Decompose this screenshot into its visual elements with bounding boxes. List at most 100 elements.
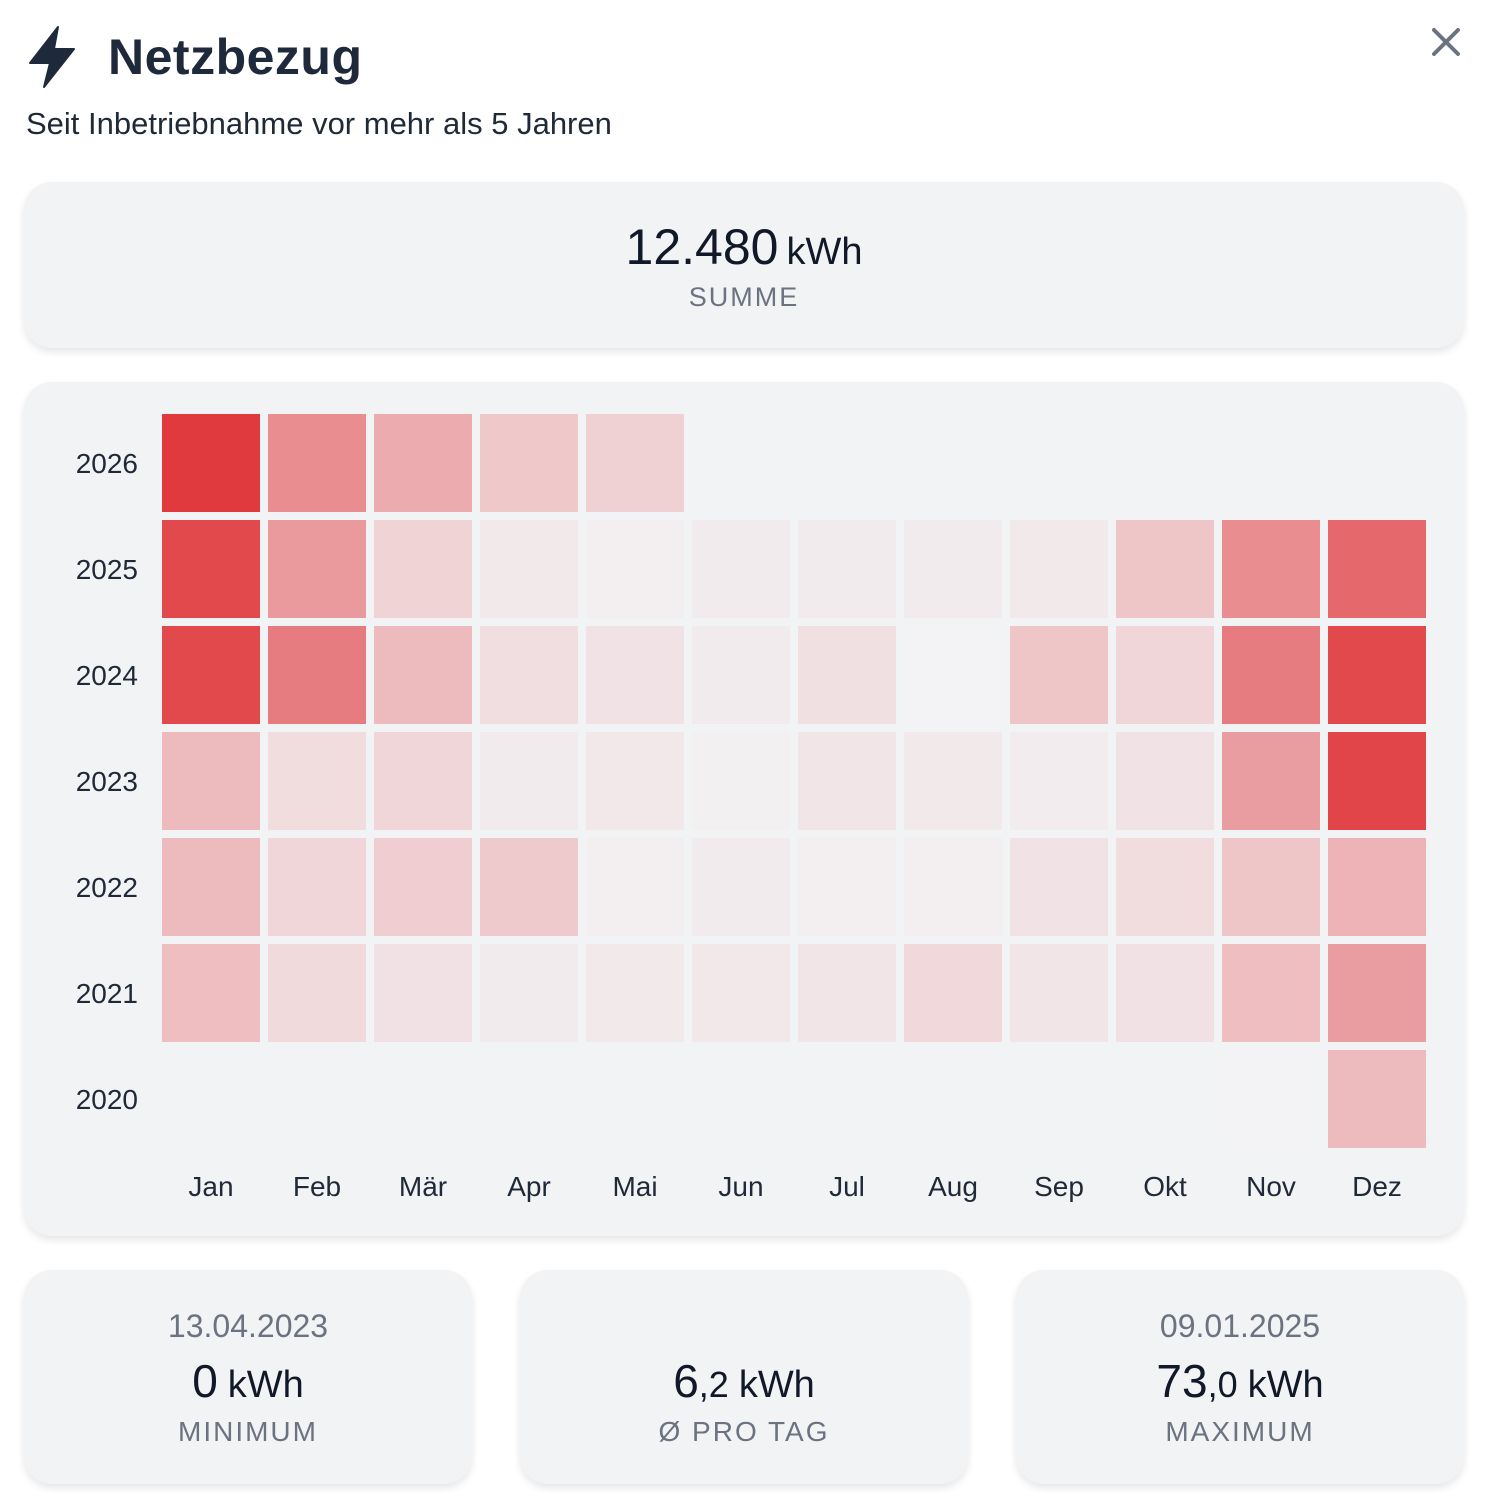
summary-card: 12.480 kWh SUMME bbox=[24, 182, 1464, 348]
page-title: Netzbezug bbox=[108, 29, 363, 85]
heatmap-cell[interactable] bbox=[904, 838, 1002, 936]
x-tick-label: Mär bbox=[399, 1171, 447, 1202]
maximum-dec: ,0 bbox=[1207, 1364, 1238, 1405]
heatmap-cell[interactable] bbox=[692, 838, 790, 936]
heatmap-cell[interactable] bbox=[268, 626, 366, 724]
heatmap-cell[interactable] bbox=[1010, 944, 1108, 1042]
heatmap-cell[interactable] bbox=[586, 732, 684, 830]
heatmap-cell[interactable] bbox=[586, 414, 684, 512]
summary-value: 12.480 kWh bbox=[24, 218, 1464, 276]
page-subtitle: Seit Inbetriebnahme vor mehr als 5 Jahre… bbox=[26, 106, 612, 141]
average-value: 6,2 kWh bbox=[520, 1354, 968, 1408]
heatmap-cell[interactable] bbox=[1222, 732, 1320, 830]
heatmap-cell[interactable] bbox=[692, 520, 790, 618]
maximum-int: 73 bbox=[1156, 1355, 1208, 1407]
heatmap-cell[interactable] bbox=[904, 732, 1002, 830]
heatmap-cell[interactable] bbox=[1328, 1050, 1426, 1148]
heatmap-cell[interactable] bbox=[1328, 944, 1426, 1042]
heatmap-cell[interactable] bbox=[1222, 626, 1320, 724]
heatmap-cell[interactable] bbox=[480, 944, 578, 1042]
heatmap-cell[interactable] bbox=[1116, 838, 1214, 936]
heatmap-cell[interactable] bbox=[1222, 944, 1320, 1042]
heatmap-cell[interactable] bbox=[268, 944, 366, 1042]
heatmap-cell[interactable] bbox=[1222, 838, 1320, 936]
heatmap-cell[interactable] bbox=[268, 732, 366, 830]
heatmap-cell[interactable] bbox=[904, 944, 1002, 1042]
summary-label: SUMME bbox=[688, 282, 800, 312]
x-tick-label: Sep bbox=[1034, 1171, 1084, 1202]
heatmap-cell[interactable] bbox=[268, 414, 366, 512]
heatmap-cell[interactable] bbox=[374, 944, 472, 1042]
header: Netzbezug bbox=[24, 22, 363, 92]
heatmap-cell[interactable] bbox=[162, 414, 260, 512]
heatmap-cell[interactable] bbox=[692, 626, 790, 724]
x-tick-label: Apr bbox=[507, 1171, 551, 1202]
heatmap-cell[interactable] bbox=[1116, 520, 1214, 618]
x-tick-label: Jan bbox=[188, 1171, 233, 1202]
x-tick-label: Feb bbox=[293, 1171, 341, 1202]
heatmap-cell[interactable] bbox=[1010, 520, 1108, 618]
heatmap-cell[interactable] bbox=[1222, 520, 1320, 618]
heatmap-cell[interactable] bbox=[1116, 732, 1214, 830]
heatmap-cell[interactable] bbox=[692, 732, 790, 830]
heatmap-cell[interactable] bbox=[1116, 944, 1214, 1042]
heatmap-cell[interactable] bbox=[798, 732, 896, 830]
minimum-value: 0 kWh bbox=[24, 1354, 472, 1408]
heatmap-cell[interactable] bbox=[162, 944, 260, 1042]
heatmap-cell[interactable] bbox=[692, 944, 790, 1042]
heatmap-cell[interactable] bbox=[162, 626, 260, 724]
heatmap-cell[interactable] bbox=[904, 626, 1002, 724]
heatmap-cell[interactable] bbox=[798, 626, 896, 724]
heatmap-cell[interactable] bbox=[1010, 626, 1108, 724]
minimum-int: 0 bbox=[192, 1355, 218, 1407]
heatmap-cell[interactable] bbox=[798, 838, 896, 936]
heatmap-cell[interactable] bbox=[268, 520, 366, 618]
heatmap-cell[interactable] bbox=[374, 520, 472, 618]
heatmap-cell[interactable] bbox=[1222, 1050, 1320, 1148]
heatmap-chart: 2026 2025 2024 2023 2022 2021 2020 Jan Feb Mär Apr… bbox=[76, 414, 1426, 1202]
heatmap-cell[interactable] bbox=[480, 520, 578, 618]
x-tick-label: Nov bbox=[1246, 1171, 1296, 1202]
heatmap-cell[interactable] bbox=[1116, 626, 1214, 724]
maximum-unit: kWh bbox=[1247, 1364, 1324, 1406]
heatmap-cell[interactable] bbox=[162, 520, 260, 618]
heatmap-cell[interactable] bbox=[1328, 520, 1426, 618]
heatmap-cell[interactable] bbox=[586, 944, 684, 1042]
heatmap-card: 2026 2025 2024 2023 2022 2021 2020 Jan Feb Mär Apr… bbox=[24, 382, 1464, 1236]
heatmap-cell[interactable] bbox=[1010, 838, 1108, 936]
heatmap-cell[interactable] bbox=[1328, 626, 1426, 724]
summary-number: 12.480 bbox=[625, 219, 779, 275]
x-tick-label: Mai bbox=[612, 1171, 657, 1202]
heatmap-cell[interactable] bbox=[480, 414, 578, 512]
x-tick-label: Dez bbox=[1352, 1171, 1402, 1202]
close-icon[interactable] bbox=[1426, 22, 1466, 62]
heatmap-cell[interactable] bbox=[798, 520, 896, 618]
average-dec: ,2 bbox=[698, 1364, 729, 1405]
heatmap-cell[interactable] bbox=[374, 626, 472, 724]
y-tick-label: 2021 bbox=[76, 978, 138, 1009]
heatmap-cell[interactable] bbox=[586, 520, 684, 618]
average-unit: kWh bbox=[738, 1364, 815, 1406]
heatmap-cell[interactable] bbox=[374, 414, 472, 512]
heatmap-cell[interactable] bbox=[162, 732, 260, 830]
x-tick-label: Jul bbox=[829, 1171, 865, 1202]
heatmap-cell[interactable] bbox=[1328, 838, 1426, 936]
maximum-label: MAXIMUM bbox=[1165, 1416, 1315, 1447]
heatmap-cell[interactable] bbox=[374, 732, 472, 830]
heatmap-cell[interactable] bbox=[586, 838, 684, 936]
heatmap-cell[interactable] bbox=[1010, 732, 1108, 830]
heatmap-cell[interactable] bbox=[374, 838, 472, 936]
average-int: 6 bbox=[673, 1355, 699, 1407]
heatmap-cell[interactable] bbox=[904, 520, 1002, 618]
heatmap-cell[interactable] bbox=[480, 626, 578, 724]
y-tick-label: 2023 bbox=[76, 766, 138, 797]
heatmap-cell[interactable] bbox=[586, 626, 684, 724]
heatmap-cell[interactable] bbox=[268, 838, 366, 936]
average-label: Ø PRO TAG bbox=[658, 1416, 830, 1447]
heatmap-cell[interactable] bbox=[480, 838, 578, 936]
heatmap-cell[interactable] bbox=[1328, 732, 1426, 830]
heatmap-cell[interactable] bbox=[162, 838, 260, 936]
heatmap-cell[interactable] bbox=[798, 944, 896, 1042]
y-tick-label: 2022 bbox=[76, 872, 138, 903]
heatmap-cell[interactable] bbox=[480, 732, 578, 830]
